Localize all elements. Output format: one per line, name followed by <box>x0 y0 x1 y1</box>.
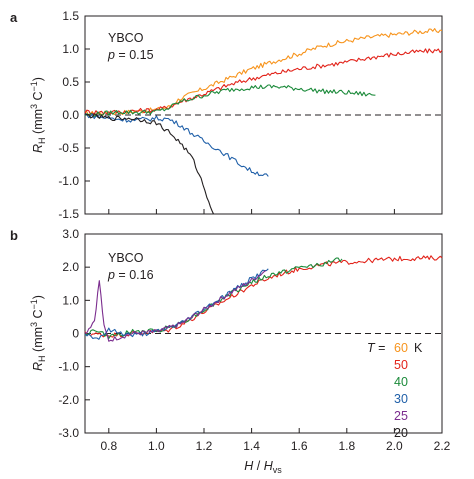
x-tick-label: 1.0 <box>148 439 165 453</box>
y-tick-label: -0.5 <box>58 141 79 155</box>
y-tick-label: -2.0 <box>58 393 79 407</box>
legend-entry-20: 20 <box>394 426 408 440</box>
ticks-b: 0.8 1.0 1.2 1.4 1.6 1.8 2.0 2.2 3.0 2.0 1.0 0 -1.0 -2… <box>58 227 450 453</box>
y-tick-label: 0 <box>72 327 79 341</box>
y-tick-label: 1.0 <box>62 42 79 56</box>
series-line-25K <box>84 270 267 342</box>
y-tick-label: -1.0 <box>58 174 79 188</box>
y-tick-label: -3.0 <box>58 426 79 440</box>
series-line-30K <box>85 113 269 177</box>
series-b <box>84 255 443 342</box>
x-tick-label: 1.2 <box>196 439 213 453</box>
x-axis-label: H / Hvs <box>244 459 282 475</box>
x-tick-label: 1.8 <box>338 439 355 453</box>
ticks-a: 1.5 1.0 0.5 0.0 -0.5 -1.0 -1.5 <box>58 9 443 221</box>
y-tick-label: 1.5 <box>62 9 79 23</box>
y-tick-label: 1.0 <box>62 293 79 307</box>
x-tick-label: 1.4 <box>243 439 260 453</box>
legend-unit: K <box>414 341 423 355</box>
legend-title: T = <box>367 341 385 355</box>
panel-a: a 1.5 1.0 0.5 0.0 -0.5 -1.0 -1.5 YBCO p = 0.15 <box>10 9 443 221</box>
annotation-doping-a: p = 0.15 <box>107 48 154 62</box>
x-tick-label: 2.2 <box>434 439 451 453</box>
y-tick-label: 0.5 <box>62 75 79 89</box>
panel-b: b 0.8 1.0 1.2 1.4 1.6 1.8 2.0 2.2 3.0 2.0 1.0 0 -1.0… <box>10 227 451 453</box>
x-tick-label: 0.8 <box>100 439 117 453</box>
y-axis-label-a: RH (mm3 C−1) <box>29 77 47 153</box>
series-line-20K <box>84 112 215 215</box>
y-tick-label: 0.0 <box>62 108 79 122</box>
legend-entry-25: 25 <box>394 409 408 423</box>
legend-entry-40: 40 <box>394 375 408 389</box>
x-tick-label: 1.6 <box>291 439 308 453</box>
y-tick-label: -1.0 <box>58 360 79 374</box>
legend-entry-60: 60 <box>394 341 408 355</box>
legend: T = K 60 50 40 30 25 20 <box>367 341 423 440</box>
y-tick-label: 3.0 <box>62 227 79 241</box>
legend-entries: 60 50 40 30 25 20 <box>394 341 408 440</box>
panel-letter-b: b <box>10 228 18 243</box>
legend-entry-30: 30 <box>394 392 408 406</box>
y-tick-label: -1.5 <box>58 207 79 221</box>
series-a <box>84 28 443 215</box>
series-line-40K <box>84 84 376 117</box>
annotation-material-a: YBCO <box>108 31 144 45</box>
annotation-material-b: YBCO <box>108 251 144 265</box>
y-tick-label: 2.0 <box>62 260 79 274</box>
legend-entry-50: 50 <box>394 358 408 372</box>
x-tick-label: 2.0 <box>386 439 403 453</box>
panel-letter-a: a <box>10 10 18 25</box>
y-axis-label-b: RH (mm3 C−1) <box>29 295 47 371</box>
annotation-doping-b: p = 0.16 <box>107 268 154 282</box>
